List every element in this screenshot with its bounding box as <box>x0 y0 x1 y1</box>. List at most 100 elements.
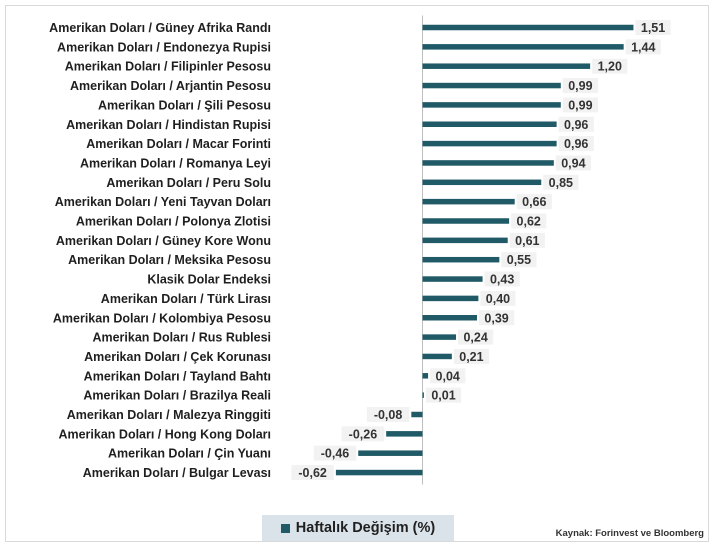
data-label-bg <box>516 194 552 210</box>
category-label: Amerikan Doları / Bulgar Levası <box>83 466 271 480</box>
data-label-bg <box>341 426 385 442</box>
category-label: Amerikan Doları / Rus Rublesi <box>92 331 271 345</box>
bar <box>422 295 479 302</box>
data-label: 0,62 <box>517 215 541 229</box>
data-label-bg <box>558 116 594 132</box>
category-label: Amerikan Doları / Malezya Ringgiti <box>67 408 271 422</box>
bar <box>422 276 483 282</box>
data-label: 0,66 <box>522 195 546 209</box>
bar <box>422 24 634 31</box>
category-label: Amerikan Doları / Hong Kong Doları <box>58 427 271 441</box>
data-label: 0,43 <box>490 273 514 287</box>
data-label-bg <box>458 329 494 345</box>
data-label: 1,51 <box>641 21 665 35</box>
data-label: 1,44 <box>631 40 655 54</box>
category-label: Amerikan Doları / Çek Korunası <box>84 350 271 364</box>
data-label-bg <box>635 20 671 35</box>
bar <box>422 198 515 205</box>
data-label-bg <box>313 445 357 461</box>
category-label: Amerikan Doları / Güney Afrika Randı <box>49 21 271 35</box>
category-label: Amerikan Doları / Filipinler Pesosu <box>65 60 271 74</box>
bar <box>422 334 457 340</box>
category-label: Amerikan Doları / Arjantin Pesosu <box>70 79 271 93</box>
category-label: Amerikan Doları / Kolombiya Pesosu <box>53 311 271 325</box>
category-label: Klasik Dolar Endeksi <box>147 273 271 287</box>
category-label: Amerikan Doları / Hindistan Rupisi <box>66 118 271 132</box>
bar <box>386 431 423 437</box>
bar <box>422 160 554 166</box>
data-label-bg <box>509 232 545 248</box>
data-label-bg <box>625 39 661 55</box>
data-label: 0,99 <box>568 79 592 93</box>
bar <box>422 353 452 360</box>
data-label: 0,85 <box>549 176 573 190</box>
data-label: 0,21 <box>459 350 483 364</box>
data-label: -0,46 <box>321 447 350 461</box>
data-label: 0,24 <box>463 331 487 345</box>
data-label-bg <box>430 368 466 384</box>
data-label-bg <box>453 348 490 364</box>
bar <box>422 218 510 224</box>
data-label: 0,96 <box>564 118 588 132</box>
bar <box>422 315 477 321</box>
bar <box>422 179 542 186</box>
category-label: Amerikan Doları / Brazilya Reali <box>83 389 271 403</box>
data-label-bg <box>555 155 592 171</box>
data-label-bg <box>484 271 520 287</box>
legend: Haftalık Değişim (%) <box>262 515 454 541</box>
bar <box>411 411 423 418</box>
data-label: 0,99 <box>568 98 592 112</box>
category-label: Amerikan Doları / Şili Pesosu <box>98 98 271 112</box>
data-label: 0,40 <box>486 292 510 306</box>
category-label: Amerikan Doları / Yeni Tayvan Doları <box>55 195 271 209</box>
data-label: 1,20 <box>598 60 622 74</box>
data-label: -0,62 <box>298 466 327 480</box>
data-label: 0,55 <box>507 253 531 267</box>
data-label-bg <box>562 78 599 94</box>
data-label-bg <box>562 97 599 113</box>
data-label: 0,61 <box>515 234 539 248</box>
bar <box>422 102 561 108</box>
data-label-bg <box>543 174 579 190</box>
data-label: 0,01 <box>431 389 455 403</box>
category-label: Amerikan Doları / Polonya Zlotisi <box>76 215 271 229</box>
data-label: -0,08 <box>374 408 403 422</box>
chart-frame <box>5 5 709 542</box>
data-label: -0,26 <box>349 427 378 441</box>
data-label: 0,94 <box>561 156 585 170</box>
data-label: 0,96 <box>564 137 588 151</box>
bar <box>422 44 624 50</box>
category-label: Amerikan Doları / Endonezya Rupisi <box>57 40 271 54</box>
category-label: Amerikan Doları / Peru Solu <box>106 176 271 190</box>
data-label-bg <box>425 387 462 403</box>
data-label: 0,39 <box>484 311 508 325</box>
category-label: Amerikan Doları / Çin Yuanı <box>108 447 271 461</box>
bar <box>422 140 557 147</box>
data-label-bg <box>366 407 410 422</box>
data-label-bg <box>501 252 537 268</box>
category-label: Amerikan Doları / Meksika Pesosu <box>68 253 271 267</box>
bar <box>422 392 424 398</box>
bar <box>358 450 423 456</box>
bar <box>422 121 557 127</box>
legend-label: Haftalık Değişim (%) <box>295 520 436 536</box>
bar <box>422 63 591 69</box>
bar <box>335 469 423 476</box>
bar <box>422 237 508 244</box>
data-label: 0,04 <box>436 369 460 383</box>
bar <box>422 373 429 379</box>
data-label-bg <box>480 290 516 306</box>
data-label-bg <box>478 310 515 326</box>
category-label: Amerikan Doları / Türk Lirası <box>101 292 271 306</box>
category-label: Amerikan Doları / Güney Kore Wonu <box>56 234 271 248</box>
bar <box>422 82 561 89</box>
bar <box>422 256 500 263</box>
data-label-bg <box>291 465 334 481</box>
category-label: Amerikan Doları / Romanya Leyi <box>80 156 271 170</box>
data-label-bg <box>592 58 628 74</box>
data-label-bg <box>511 213 547 229</box>
category-label: Amerikan Doları / Macar Forinti <box>86 137 271 151</box>
legend-swatch <box>280 523 290 533</box>
category-label: Amerikan Doları / Tayland Bahtı <box>84 369 271 383</box>
